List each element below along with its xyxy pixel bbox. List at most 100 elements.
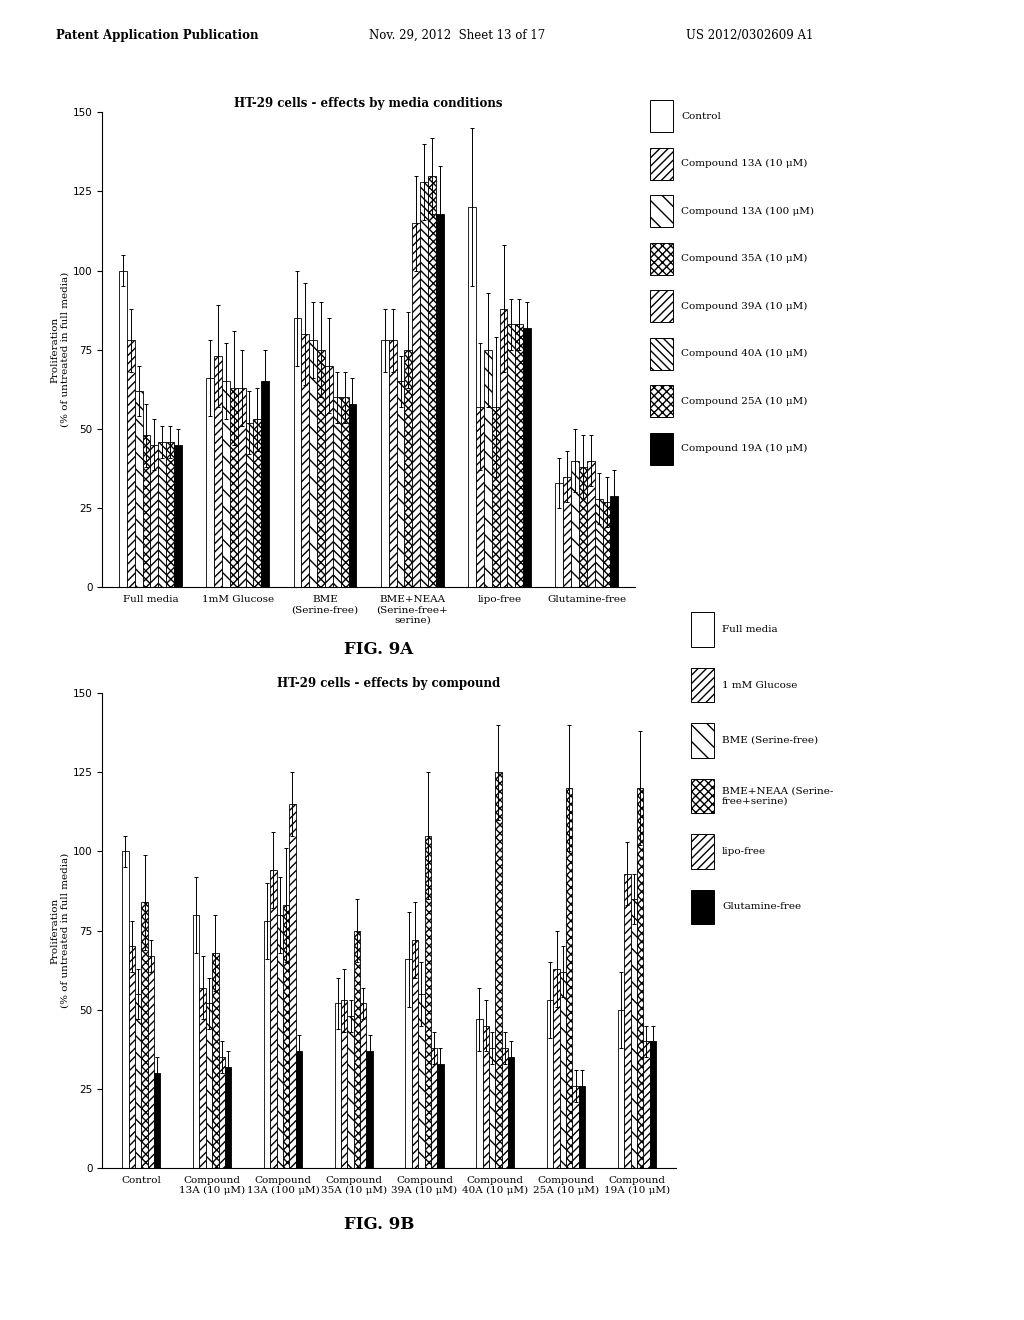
Bar [420,182,428,587]
Bar [496,772,502,1168]
Bar [508,325,515,587]
Text: Nov. 29, 2012  Sheet 13 of 17: Nov. 29, 2012 Sheet 13 of 17 [369,29,545,42]
Bar [406,960,412,1168]
Bar [555,483,563,587]
Bar [631,899,637,1168]
Bar [572,1086,579,1168]
Bar [413,223,420,587]
Bar [238,388,246,587]
Bar [253,420,261,587]
Bar [206,379,214,587]
Bar [602,502,610,587]
Bar [610,495,618,587]
Text: Patent Application Publication: Patent Application Publication [56,29,259,42]
Bar [428,176,436,587]
Bar [333,397,341,587]
Bar [225,1067,231,1168]
Title: HT-29 cells - effects by compound: HT-29 cells - effects by compound [278,677,501,690]
Bar [625,874,631,1168]
Bar [560,972,566,1168]
Y-axis label: Proliferation
(% of untreated in full media): Proliferation (% of untreated in full me… [50,272,70,428]
Bar [193,915,200,1168]
Bar [122,851,129,1168]
Bar [617,1010,625,1168]
Bar [218,1057,225,1168]
Bar [276,915,283,1168]
Bar [301,334,309,587]
Bar [353,931,360,1168]
Bar [595,499,602,587]
Text: Full media: Full media [722,626,777,634]
Bar [547,1001,553,1168]
Bar [159,442,166,587]
Bar [246,422,253,587]
Bar [571,461,579,587]
Bar [348,404,356,587]
Bar [425,836,431,1168]
Bar [396,381,404,587]
Bar [436,214,443,587]
Text: Compound 13A (100 μM): Compound 13A (100 μM) [681,207,814,215]
Bar [135,994,141,1168]
Bar [476,1019,482,1168]
Text: Control: Control [681,112,721,120]
Bar [283,906,290,1168]
Bar [492,407,500,587]
Bar [523,327,531,587]
Text: Compound 25A (10 μM): Compound 25A (10 μM) [681,397,807,405]
Text: BME (Serine-free): BME (Serine-free) [722,737,818,744]
Bar [553,969,560,1168]
Bar [222,381,229,587]
Bar [389,341,396,587]
Y-axis label: Proliferation
(% of untreated in full media): Proliferation (% of untreated in full me… [50,853,70,1008]
Bar [229,388,238,587]
Bar [347,1016,353,1168]
Bar [290,804,296,1168]
Bar [579,467,587,587]
Bar [294,318,301,587]
Text: 1 mM Glucose: 1 mM Glucose [722,681,798,689]
Bar [135,391,142,587]
Bar [412,940,418,1168]
Bar [309,341,317,587]
Bar [142,436,151,587]
Bar [151,445,159,587]
Bar [129,946,135,1168]
Bar [515,325,523,587]
Bar [335,1003,341,1168]
Bar [166,442,174,587]
Bar [579,1086,586,1168]
Bar [317,350,325,587]
Bar [381,341,389,587]
Bar [147,956,154,1168]
Bar [488,1048,496,1168]
Bar [437,1064,443,1168]
Bar [649,1041,656,1168]
Title: HT-29 cells - effects by media conditions: HT-29 cells - effects by media condition… [234,96,503,110]
Bar [563,477,571,587]
Bar [484,350,492,587]
Text: Compound 39A (10 μM): Compound 39A (10 μM) [681,302,807,310]
Bar [174,445,182,587]
Bar [200,987,206,1168]
Bar [270,870,276,1168]
Bar [360,1003,367,1168]
Bar [367,1051,373,1168]
Bar [431,1048,437,1168]
Bar [482,1026,488,1168]
Bar [341,397,348,587]
Bar [637,788,643,1168]
Bar [119,271,127,587]
Bar [500,309,508,587]
Text: Compound 35A (10 μM): Compound 35A (10 μM) [681,255,807,263]
Text: lipo-free: lipo-free [722,847,766,855]
Bar [468,207,476,587]
Bar [587,461,595,587]
Text: BME+NEAA (Serine-
free+serine): BME+NEAA (Serine- free+serine) [722,787,834,805]
Bar [141,902,147,1168]
Bar [296,1051,302,1168]
Bar [476,407,484,587]
Bar [212,953,218,1168]
Bar [643,1041,649,1168]
Text: Compound 19A (10 μM): Compound 19A (10 μM) [681,445,807,453]
